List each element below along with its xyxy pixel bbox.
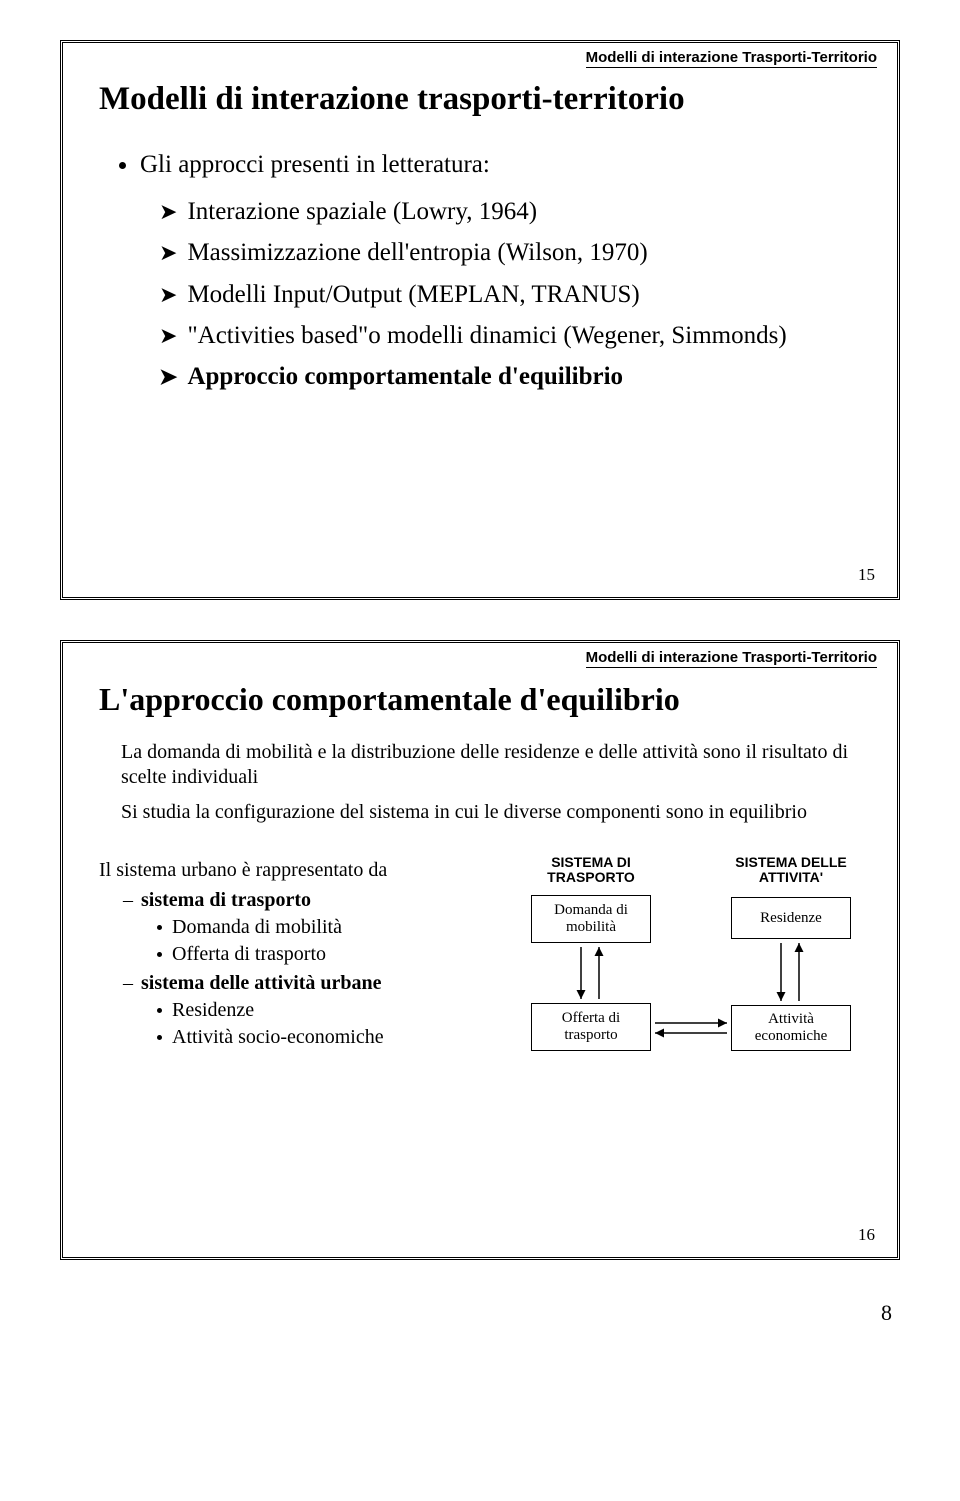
- system-group: – sistema di trasporto: [123, 888, 503, 913]
- diagram-box-residences: Residenze: [731, 897, 851, 939]
- slide-2-paragraph-2: Si studia la configurazione del sistema …: [121, 800, 861, 825]
- system-group: – sistema delle attività urbane: [123, 971, 503, 996]
- system-diagram: SISTEMA DI TRASPORTO SISTEMA DELLE ATTIV…: [521, 855, 861, 1095]
- left-head-text: Il sistema urbano è rappresentato da: [99, 859, 503, 882]
- approach-item-text: "Activities based"o modelli dinamici (We…: [187, 320, 786, 351]
- slide-1-title: Modelli di interazione trasporti-territo…: [99, 81, 861, 119]
- arrow-right-icon: ➤: [159, 281, 177, 309]
- system-sub-item: Attività socio-economiche: [157, 1025, 503, 1050]
- slide-2-number: 16: [858, 1225, 875, 1245]
- slide-2-paragraph-1: La domanda di mobilità e la distribuzion…: [121, 740, 861, 790]
- system-sub-item: Domanda di mobilità: [157, 915, 503, 940]
- bullet-dot-icon: [119, 162, 126, 169]
- slide-1-number: 15: [858, 565, 875, 585]
- slide-header-label: Modelli di interazione Trasporti-Territo…: [586, 49, 877, 68]
- system-sub-item: Offerta di trasporto: [157, 942, 503, 967]
- diagram-box-activities: Attività economiche: [731, 1005, 851, 1051]
- system-sub-text: Attività socio-economiche: [172, 1025, 384, 1050]
- slide-2-left-column: Il sistema urbano è rappresentato da – s…: [99, 855, 503, 1052]
- approach-item-text: Interazione spaziale (Lowry, 1964): [187, 196, 537, 227]
- approach-item-text: Approccio comportamentale d'equilibrio: [187, 361, 623, 392]
- slide-2: Modelli di interazione Trasporti-Territo…: [60, 640, 900, 1260]
- bullet-dot-icon: [157, 1035, 162, 1040]
- bullet-dot-icon: [157, 952, 162, 957]
- approach-item: ➤ Interazione spaziale (Lowry, 1964): [159, 196, 861, 227]
- system-sub-text: Domanda di mobilità: [172, 915, 342, 940]
- approach-item-highlighted: ➤ Approccio comportamentale d'equilibrio: [159, 361, 861, 392]
- diagram-col2-title: SISTEMA DELLE ATTIVITA': [731, 855, 851, 886]
- dash-icon: –: [123, 888, 133, 913]
- system-sub-text: Residenze: [172, 998, 254, 1023]
- approach-item-text: Modelli Input/Output (MEPLAN, TRANUS): [187, 279, 639, 310]
- diagram-connectors-icon: [521, 855, 861, 1095]
- slide-1-lead-text: Gli approcci presenti in letteratura:: [140, 149, 490, 180]
- slide-header-label: Modelli di interazione Trasporti-Territo…: [586, 649, 877, 668]
- arrow-right-icon: ➤: [159, 363, 177, 391]
- approach-item: ➤ Massimizzazione dell'entropia (Wilson,…: [159, 237, 861, 268]
- page-number: 8: [60, 1300, 900, 1326]
- bullet-dot-icon: [157, 1008, 162, 1013]
- bullet-dot-icon: [157, 925, 162, 930]
- slide-1: Modelli di interazione Trasporti-Territo…: [60, 40, 900, 600]
- arrow-right-icon: ➤: [159, 198, 177, 226]
- approach-item-text: Massimizzazione dell'entropia (Wilson, 1…: [187, 237, 647, 268]
- approach-item: ➤ Modelli Input/Output (MEPLAN, TRANUS): [159, 279, 861, 310]
- slide-1-lead: Gli approcci presenti in letteratura:: [119, 149, 861, 180]
- arrow-right-icon: ➤: [159, 322, 177, 350]
- system-sub-item: Residenze: [157, 998, 503, 1023]
- slide-2-title: L'approccio comportamentale d'equilibrio: [99, 681, 861, 718]
- approach-item: ➤ "Activities based"o modelli dinamici (…: [159, 320, 861, 351]
- dash-icon: –: [123, 971, 133, 996]
- diagram-box-supply: Offerta di trasporto: [531, 1003, 651, 1051]
- arrow-right-icon: ➤: [159, 239, 177, 267]
- diagram-box-demand: Domanda di mobilità: [531, 895, 651, 943]
- system-group-label: sistema delle attività urbane: [141, 971, 382, 996]
- system-group-label: sistema di trasporto: [141, 888, 311, 913]
- system-sub-text: Offerta di trasporto: [172, 942, 326, 967]
- diagram-col1-title: SISTEMA DI TRASPORTO: [531, 855, 651, 886]
